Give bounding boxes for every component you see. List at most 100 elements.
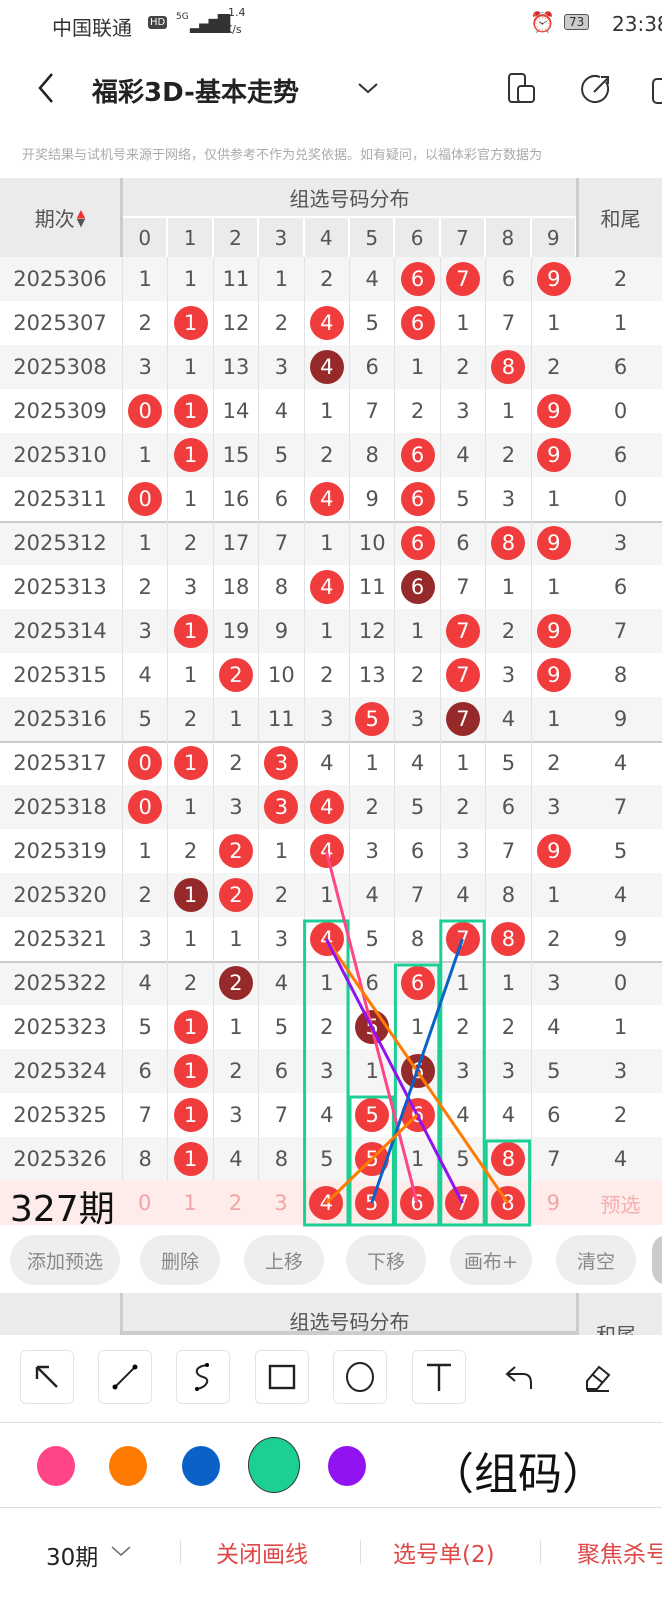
- number-ball: 8: [491, 922, 526, 956]
- digit-cell: 5: [349, 1005, 394, 1049]
- digit-cell: 1: [485, 961, 530, 1005]
- selected-ball[interactable]: 8: [490, 1186, 525, 1220]
- share-icon[interactable]: [580, 72, 614, 106]
- preselect-digit[interactable]: 6: [394, 1181, 439, 1225]
- digit-cell: 8: [485, 1137, 530, 1181]
- tail-cell: 7: [613, 795, 628, 819]
- digit-cell: 6: [394, 433, 439, 477]
- color-swatch-blue[interactable]: [182, 1446, 220, 1486]
- number-ball: 9: [536, 834, 571, 868]
- circle-tool-button[interactable]: [333, 1350, 387, 1404]
- digit-cell: 0: [122, 741, 167, 785]
- preselect-digit[interactable]: 4: [304, 1181, 349, 1225]
- color-swatch-pink[interactable]: [37, 1446, 75, 1486]
- digit-cell: 2: [167, 521, 212, 565]
- digit-cell: 5: [258, 1005, 303, 1049]
- preselect-digit[interactable]: 3: [274, 1191, 288, 1215]
- digit-cell: 9: [530, 433, 576, 477]
- digit-cell: 6: [439, 521, 485, 565]
- rectangle-tool-button[interactable]: [255, 1350, 309, 1404]
- back-icon[interactable]: [34, 70, 58, 106]
- digit-cell: 1: [530, 565, 576, 609]
- focus-kill-button[interactable]: 聚焦杀号: [577, 1542, 662, 1568]
- eraser-tool-button[interactable]: [570, 1350, 624, 1404]
- number-ball: 5: [355, 702, 390, 736]
- tail-cell: 3: [613, 531, 628, 555]
- device-icon[interactable]: [506, 72, 538, 106]
- digit-cell: 7: [485, 301, 530, 345]
- number-ball: 0: [128, 482, 163, 516]
- text-tool-button[interactable]: [412, 1350, 466, 1404]
- digit-cell: 5: [349, 301, 394, 345]
- digit-cell: 1: [394, 609, 439, 653]
- color-swatch-green[interactable]: [248, 1437, 300, 1493]
- tail-cell: 9: [613, 927, 628, 951]
- number-ball: 7: [445, 922, 480, 956]
- action-button[interactable]: 添加预选: [10, 1235, 120, 1285]
- arrow-tool-button[interactable]: [20, 1350, 74, 1404]
- eraser-icon: [586, 1365, 611, 1392]
- digit-cell: 7: [439, 257, 485, 301]
- action-button[interactable]: 删除: [140, 1235, 220, 1285]
- digit-cell: 9: [530, 257, 576, 301]
- digit-cell: 3: [394, 697, 439, 741]
- action-button[interactable]: 画布+: [450, 1235, 532, 1285]
- preselect-digit[interactable]: 8: [485, 1181, 530, 1225]
- preselect-digit[interactable]: 5: [349, 1181, 394, 1225]
- digit-cell: 2: [485, 433, 530, 477]
- period-cell: 2025309: [13, 399, 107, 423]
- digit-cell: 2: [212, 1049, 258, 1093]
- digit-cell: 1: [167, 389, 212, 433]
- digit-cell: 1: [530, 697, 576, 741]
- digit-cell: 4: [303, 345, 349, 389]
- color-swatch-purple[interactable]: [328, 1446, 366, 1486]
- selected-ball[interactable]: 5: [354, 1186, 389, 1220]
- more-action-button[interactable]: [652, 1235, 662, 1285]
- preselect-label[interactable]: 预选: [600, 1192, 641, 1217]
- curve-tool-button[interactable]: [176, 1350, 230, 1404]
- digit-cell: 1: [167, 1093, 212, 1137]
- number-ball: 4: [309, 570, 344, 604]
- selected-ball[interactable]: 6: [400, 1186, 435, 1220]
- chevron-down-icon[interactable]: [110, 1544, 132, 1558]
- table-row: [0, 697, 662, 741]
- action-button[interactable]: 清空: [556, 1235, 636, 1285]
- selected-ball[interactable]: 4: [309, 1186, 344, 1220]
- digit-cell: 0: [122, 785, 167, 829]
- undo-tool-button[interactable]: [492, 1350, 546, 1404]
- period-header[interactable]: 期次 ▲ ▼: [0, 178, 120, 257]
- digit-cell: 14: [212, 389, 258, 433]
- selection-list-button[interactable]: 选号单(2): [393, 1542, 495, 1568]
- clock: 23:38: [612, 12, 662, 36]
- digit-cell: 1: [167, 345, 212, 389]
- number-ball: 9: [536, 262, 571, 296]
- digit-cell: 13: [212, 345, 258, 389]
- digit-cell: 1: [530, 873, 576, 917]
- digit-cell: 3: [167, 565, 212, 609]
- close-drawing-button[interactable]: 关闭画线: [216, 1542, 308, 1568]
- digit-cell: 1: [167, 1005, 212, 1049]
- preselect-digit[interactable]: 9: [546, 1191, 560, 1215]
- drawing-toolbar: [0, 1335, 662, 1423]
- preselect-digit[interactable]: 7: [440, 1181, 485, 1225]
- period-cell: 2025324: [13, 1059, 107, 1083]
- preselect-digit[interactable]: 2: [228, 1191, 243, 1215]
- color-swatch-orange[interactable]: [109, 1446, 147, 1486]
- digit-cell: 13: [349, 653, 394, 697]
- action-button[interactable]: 下移: [346, 1235, 426, 1285]
- digit-cell: 1: [167, 301, 212, 345]
- digit-cell: 1: [530, 301, 576, 345]
- line-tool-button[interactable]: [98, 1350, 152, 1404]
- period-count-select[interactable]: 30期: [46, 1545, 99, 1571]
- digit-cell: 7: [439, 697, 485, 741]
- sort-icon[interactable]: ▲ ▼: [76, 206, 86, 229]
- more-icon[interactable]: [652, 78, 662, 104]
- preselect-digit[interactable]: 1: [183, 1191, 197, 1215]
- preselect-digit[interactable]: 0: [138, 1191, 152, 1215]
- selected-ball[interactable]: 7: [445, 1186, 480, 1220]
- digit-cell: 5: [303, 1137, 349, 1181]
- digit-cell: 1: [394, 1005, 439, 1049]
- chevron-down-icon[interactable]: [356, 80, 380, 96]
- action-button[interactable]: 上移: [244, 1235, 324, 1285]
- digit-cell: 4: [258, 389, 303, 433]
